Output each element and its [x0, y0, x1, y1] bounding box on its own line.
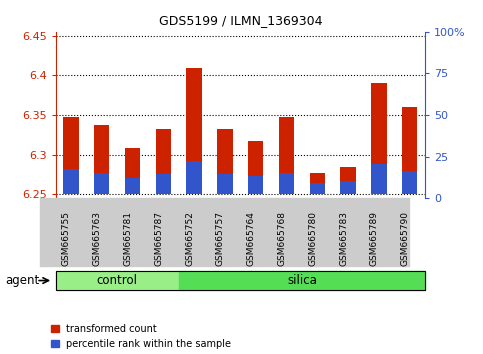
- Bar: [248, 141, 263, 194]
- Bar: [402, 107, 417, 194]
- Bar: [310, 173, 325, 194]
- Bar: [156, 174, 171, 194]
- Text: GSM665764: GSM665764: [247, 211, 256, 266]
- Bar: [125, 178, 140, 194]
- Text: GSM665768: GSM665768: [277, 211, 286, 266]
- Legend: transformed count, percentile rank within the sample: transformed count, percentile rank withi…: [51, 324, 231, 349]
- Text: GSM665763: GSM665763: [93, 211, 102, 266]
- Bar: [217, 174, 233, 194]
- Bar: [341, 181, 356, 194]
- Text: GSM665755: GSM665755: [62, 211, 71, 266]
- Text: GSM665783: GSM665783: [339, 211, 348, 266]
- Bar: [371, 164, 386, 194]
- Text: control: control: [97, 274, 138, 287]
- Text: silica: silica: [287, 274, 317, 287]
- Text: GSM665752: GSM665752: [185, 211, 194, 266]
- Bar: [125, 148, 140, 194]
- Bar: [279, 173, 294, 194]
- Text: GSM665780: GSM665780: [308, 211, 317, 266]
- Bar: [156, 129, 171, 194]
- Bar: [94, 125, 110, 194]
- Text: GSM665781: GSM665781: [124, 211, 132, 266]
- Bar: [341, 167, 356, 194]
- Text: GSM665757: GSM665757: [216, 211, 225, 266]
- Bar: [248, 176, 263, 194]
- Text: agent: agent: [5, 274, 39, 287]
- Bar: [94, 173, 110, 194]
- Text: GSM665789: GSM665789: [370, 211, 379, 266]
- Bar: [186, 68, 202, 194]
- Text: GSM665790: GSM665790: [400, 211, 410, 266]
- Text: GDS5199 / ILMN_1369304: GDS5199 / ILMN_1369304: [158, 14, 322, 27]
- Bar: [63, 118, 79, 194]
- Bar: [217, 129, 233, 194]
- Bar: [186, 161, 202, 194]
- Bar: [402, 171, 417, 194]
- Bar: [310, 183, 325, 194]
- Text: GSM665787: GSM665787: [154, 211, 163, 266]
- Bar: [371, 83, 386, 194]
- Bar: [63, 169, 79, 194]
- Bar: [279, 118, 294, 194]
